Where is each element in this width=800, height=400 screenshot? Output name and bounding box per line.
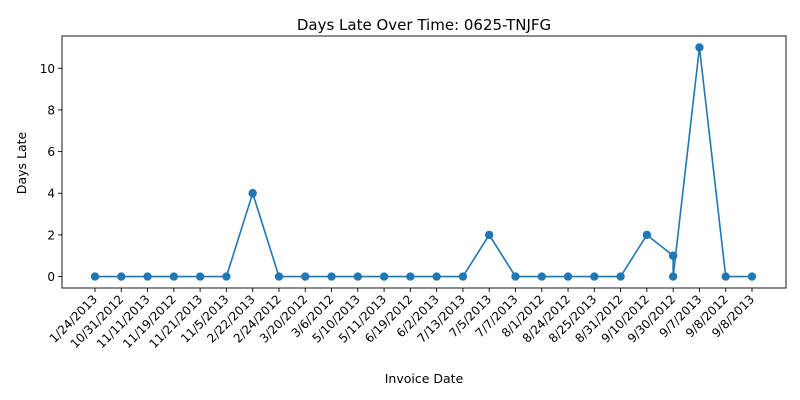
data-point	[222, 272, 231, 281]
plot-area	[61, 35, 787, 289]
y-axis-label: Days Late	[14, 132, 29, 195]
x-axis: 1/24/201310/31/201211/11/201311/19/20121…	[47, 288, 757, 351]
data-point	[143, 272, 152, 281]
data-point	[721, 272, 730, 281]
data-point	[248, 189, 257, 198]
data-point	[432, 272, 441, 281]
data-point	[353, 272, 362, 281]
y-tick-label: 6	[47, 145, 55, 159]
y-tick-label: 4	[47, 187, 55, 201]
data-point	[616, 272, 625, 281]
data-point	[642, 230, 652, 240]
data-point	[379, 272, 389, 281]
y-tick-label: 2	[47, 228, 55, 242]
data-point	[327, 272, 336, 281]
plot-frame	[61, 35, 787, 289]
data-point	[406, 272, 415, 281]
data-point	[195, 272, 205, 281]
data-point	[668, 272, 678, 281]
data-point	[485, 230, 494, 240]
data-point	[668, 251, 678, 260]
y-tick-label: 8	[47, 103, 55, 117]
data-point	[537, 272, 546, 281]
y-tick-label: 0	[47, 270, 55, 284]
data-point	[274, 272, 284, 281]
data-point	[458, 272, 468, 281]
chart-title: Days Late Over Time: 0625-TNJFG	[297, 16, 551, 34]
data-point	[90, 272, 100, 281]
y-tick-label: 10	[40, 62, 55, 76]
y-axis: 0 2 4 6 8 10	[40, 62, 62, 284]
x-axis-label: Invoice Date	[385, 371, 464, 386]
data-point	[747, 272, 757, 281]
data-point	[563, 272, 573, 281]
data-point	[695, 43, 704, 52]
series-line	[95, 47, 752, 278]
data-point	[590, 272, 599, 281]
data-point	[301, 272, 310, 281]
data-point	[511, 272, 520, 281]
series-line-group	[90, 43, 757, 281]
data-point	[169, 272, 179, 281]
data-point	[117, 272, 126, 281]
